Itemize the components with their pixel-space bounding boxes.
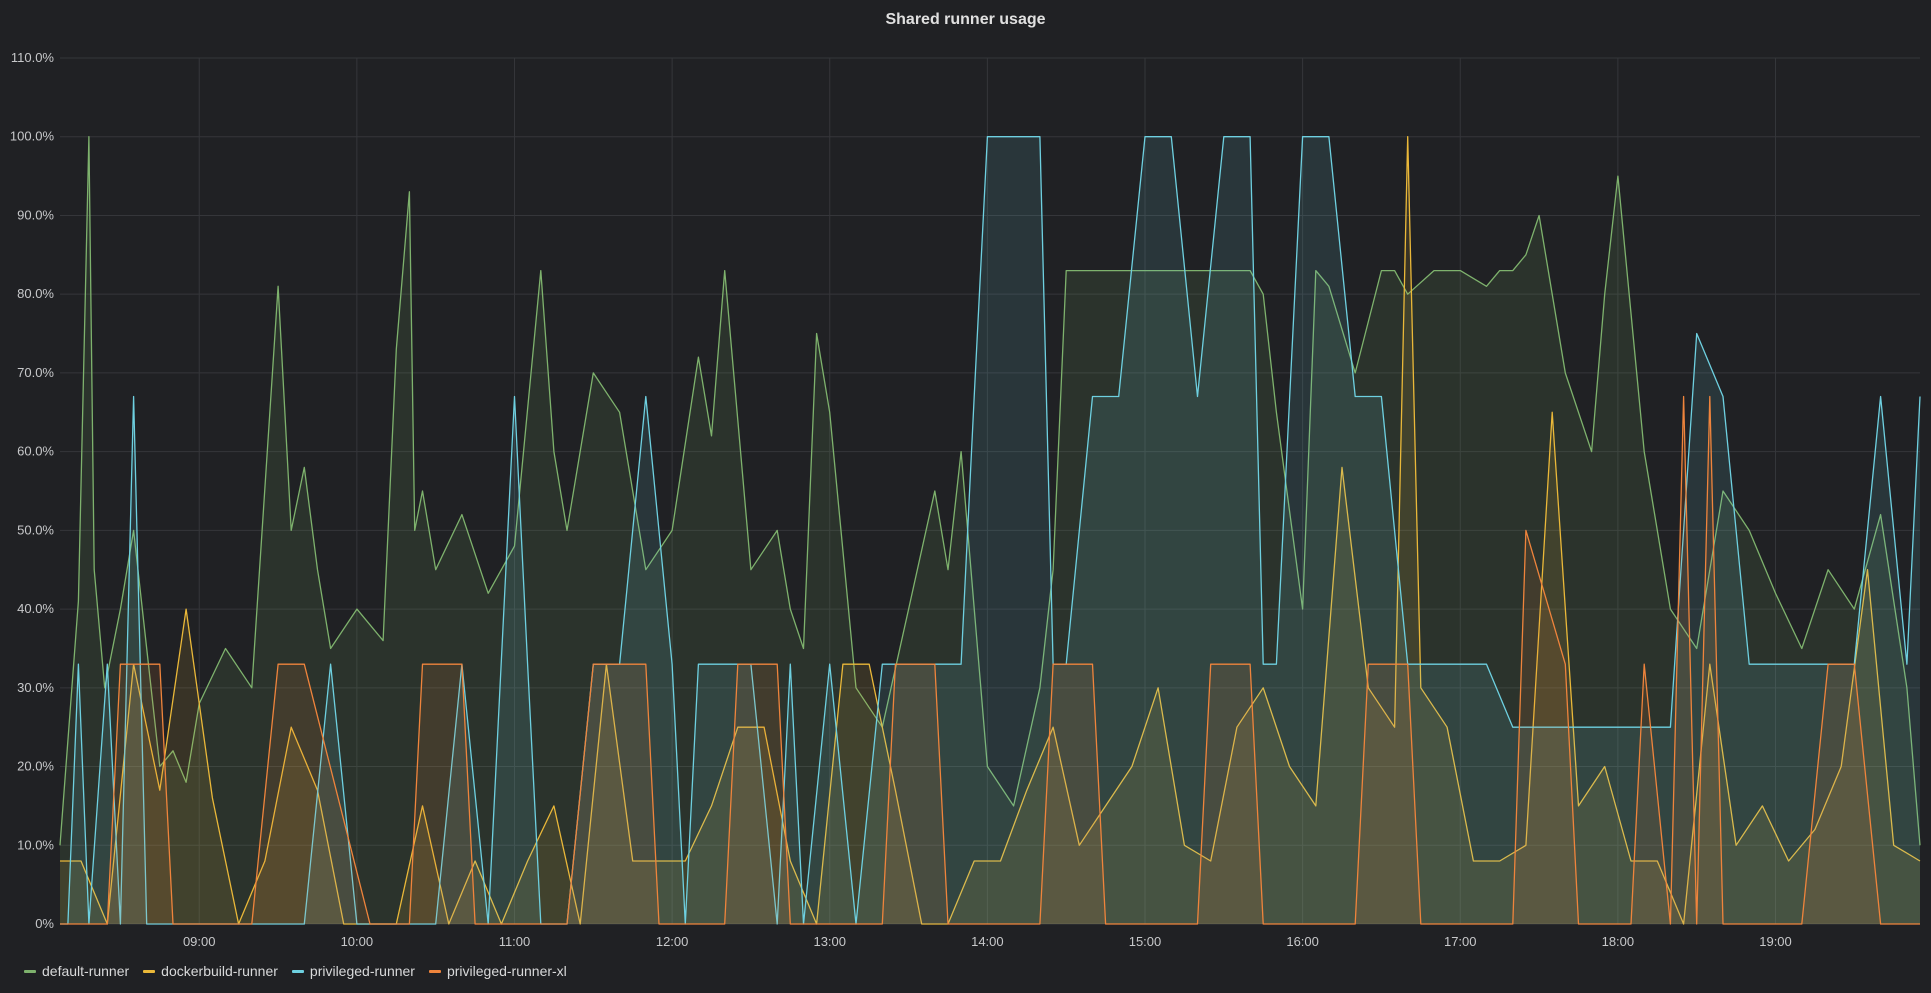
series-area: [60, 396, 1920, 924]
y-tick-label: 110.0%: [11, 50, 55, 65]
panel-title[interactable]: Shared runner usage: [885, 11, 1046, 28]
legend-item-dockerbuild-runner[interactable]: dockerbuild-runner: [143, 963, 278, 979]
x-tick-label: 19:00: [1759, 934, 1792, 949]
y-tick-label: 100.0%: [10, 129, 55, 144]
x-tick-label: 17:00: [1444, 934, 1477, 949]
series-area: [60, 136, 1920, 924]
legend-label: default-runner: [42, 963, 130, 979]
series-area: [60, 136, 1920, 924]
legend-item-default-runner[interactable]: default-runner: [24, 963, 129, 979]
y-tick-label: 80.0%: [17, 286, 54, 301]
legend-swatch: [428, 969, 441, 973]
x-tick-label: 14:00: [971, 934, 1004, 949]
y-tick-label: 70.0%: [17, 365, 54, 380]
y-tick-label: 0%: [35, 916, 54, 931]
legend-label: privileged-runner: [309, 963, 415, 979]
x-tick-label: 10:00: [341, 934, 374, 949]
series-area: [60, 136, 1920, 924]
legend-label: dockerbuild-runner: [161, 963, 278, 979]
legend-item-privileged-runner[interactable]: privileged-runner: [291, 963, 415, 979]
y-tick-label: 30.0%: [17, 680, 54, 695]
y-tick-label: 90.0%: [17, 207, 54, 222]
y-tick-label: 40.0%: [17, 601, 54, 616]
legend-item-privileged-runner-xl[interactable]: privileged-runner-xl: [428, 963, 567, 979]
x-tick-label: 13:00: [813, 934, 846, 949]
y-tick-label: 20.0%: [17, 759, 54, 774]
chart-legend: default-runner dockerbuild-runner privileg…: [24, 963, 567, 979]
x-tick-label: 11:00: [499, 934, 531, 949]
x-tick-label: 16:00: [1286, 934, 1319, 949]
y-tick-label: 60.0%: [17, 444, 54, 459]
y-tick-label: 10.0%: [17, 837, 54, 852]
legend-label: privileged-runner-xl: [446, 963, 567, 979]
x-tick-label: 12:00: [656, 934, 689, 949]
series-privileged-runner-xl: [60, 395, 1920, 925]
legend-swatch: [291, 969, 304, 973]
legend-swatch: [24, 969, 36, 973]
y-tick-label: 50.0%: [17, 522, 54, 537]
series-line: [60, 395, 1920, 925]
legend-swatch: [143, 969, 156, 973]
series-line: [60, 136, 1921, 925]
series-privileged-runner: [60, 136, 1921, 925]
x-tick-label: 09:00: [183, 934, 216, 949]
x-tick-label: 15:00: [1129, 934, 1162, 949]
x-tick-label: 18:00: [1602, 934, 1635, 949]
